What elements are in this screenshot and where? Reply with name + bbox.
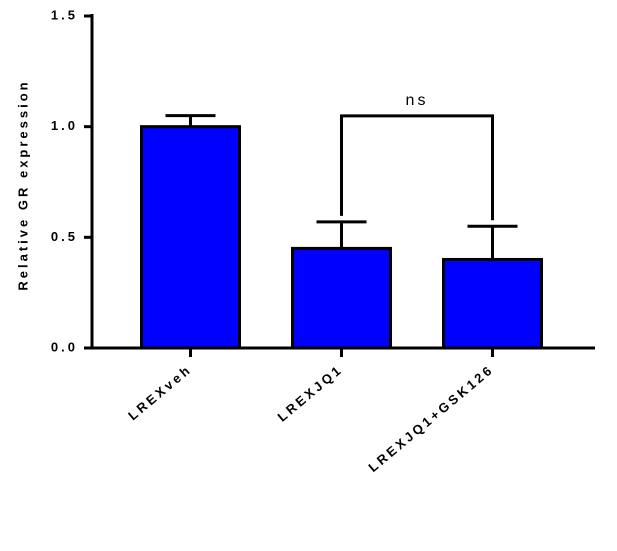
y-tick-label: 0.0 xyxy=(51,339,78,354)
x-tick-label: LREXJQ1+GSK126 xyxy=(365,361,496,475)
y-tick-label: 1.0 xyxy=(51,118,78,133)
x-tick-label: LREXveh xyxy=(125,361,194,423)
x-tick-label: LREXJQ1 xyxy=(275,361,346,424)
y-axis-label: Relative GR expression xyxy=(15,79,30,290)
bar xyxy=(140,125,241,350)
significance-bracket xyxy=(340,114,494,221)
annotation: ns xyxy=(406,92,429,109)
bar xyxy=(442,257,543,350)
bar xyxy=(291,246,392,350)
y-tick-label: 0.5 xyxy=(51,229,78,244)
y-tick-label: 1.5 xyxy=(51,7,78,22)
